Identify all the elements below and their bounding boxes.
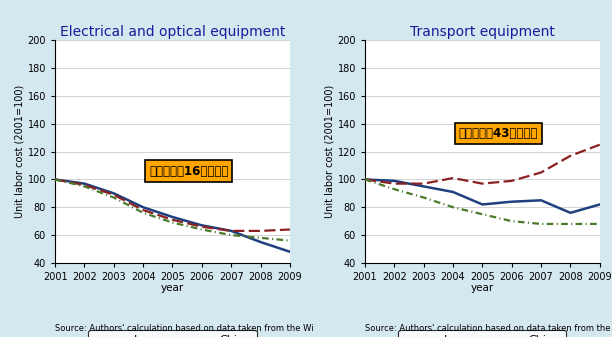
Text: Source: Authors' calculation based on data taken from the WIOD: Source: Authors' calculation based on da… — [365, 324, 612, 333]
X-axis label: year: year — [471, 283, 494, 293]
Title: Transport equipment: Transport equipment — [410, 25, 555, 39]
Y-axis label: Unit labor cost (2001=100): Unit labor cost (2001=100) — [15, 85, 24, 218]
Text: 日韓の差：43ポイント: 日韓の差：43ポイント — [459, 127, 539, 140]
Y-axis label: Unit labor cost (2001=100): Unit labor cost (2001=100) — [325, 85, 335, 218]
Legend: Japan, Korea, China: Japan, Korea, China — [88, 330, 256, 337]
Text: 日韓の差：16ポイント: 日韓の差：16ポイント — [149, 164, 228, 178]
Legend: Japan, Korea, China: Japan, Korea, China — [398, 330, 567, 337]
X-axis label: year: year — [161, 283, 184, 293]
Title: Electrical and optical equipment: Electrical and optical equipment — [60, 25, 285, 39]
Text: Source: Authors' calculation based on data taken from the Wi: Source: Authors' calculation based on da… — [55, 324, 314, 333]
